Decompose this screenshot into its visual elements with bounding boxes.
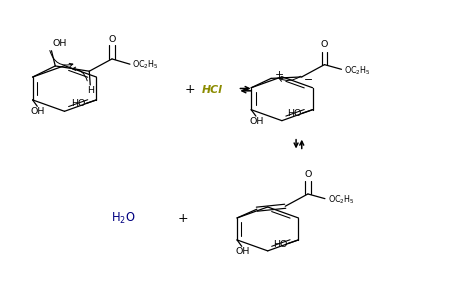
Text: HO: HO [287, 109, 301, 118]
Text: OH: OH [31, 107, 45, 116]
Text: OH: OH [249, 117, 264, 126]
Text: O: O [321, 40, 328, 49]
Text: OH: OH [235, 247, 249, 256]
Text: HCl: HCl [201, 85, 222, 95]
Text: O: O [108, 35, 116, 44]
Text: OC$_2$H$_5$: OC$_2$H$_5$ [328, 193, 355, 206]
Text: H: H [87, 86, 94, 95]
Text: +: + [177, 212, 188, 225]
Text: −: − [304, 76, 313, 86]
Text: H$_2$O: H$_2$O [111, 211, 136, 226]
Text: O: O [304, 170, 311, 179]
Text: OC$_2$H$_5$: OC$_2$H$_5$ [132, 59, 159, 71]
Text: HO: HO [273, 240, 287, 248]
Text: OC$_2$H$_5$: OC$_2$H$_5$ [344, 64, 371, 77]
Text: OH: OH [53, 39, 67, 49]
Text: +: + [275, 70, 284, 80]
Text: HO: HO [71, 99, 85, 108]
Text: +: + [184, 83, 195, 96]
